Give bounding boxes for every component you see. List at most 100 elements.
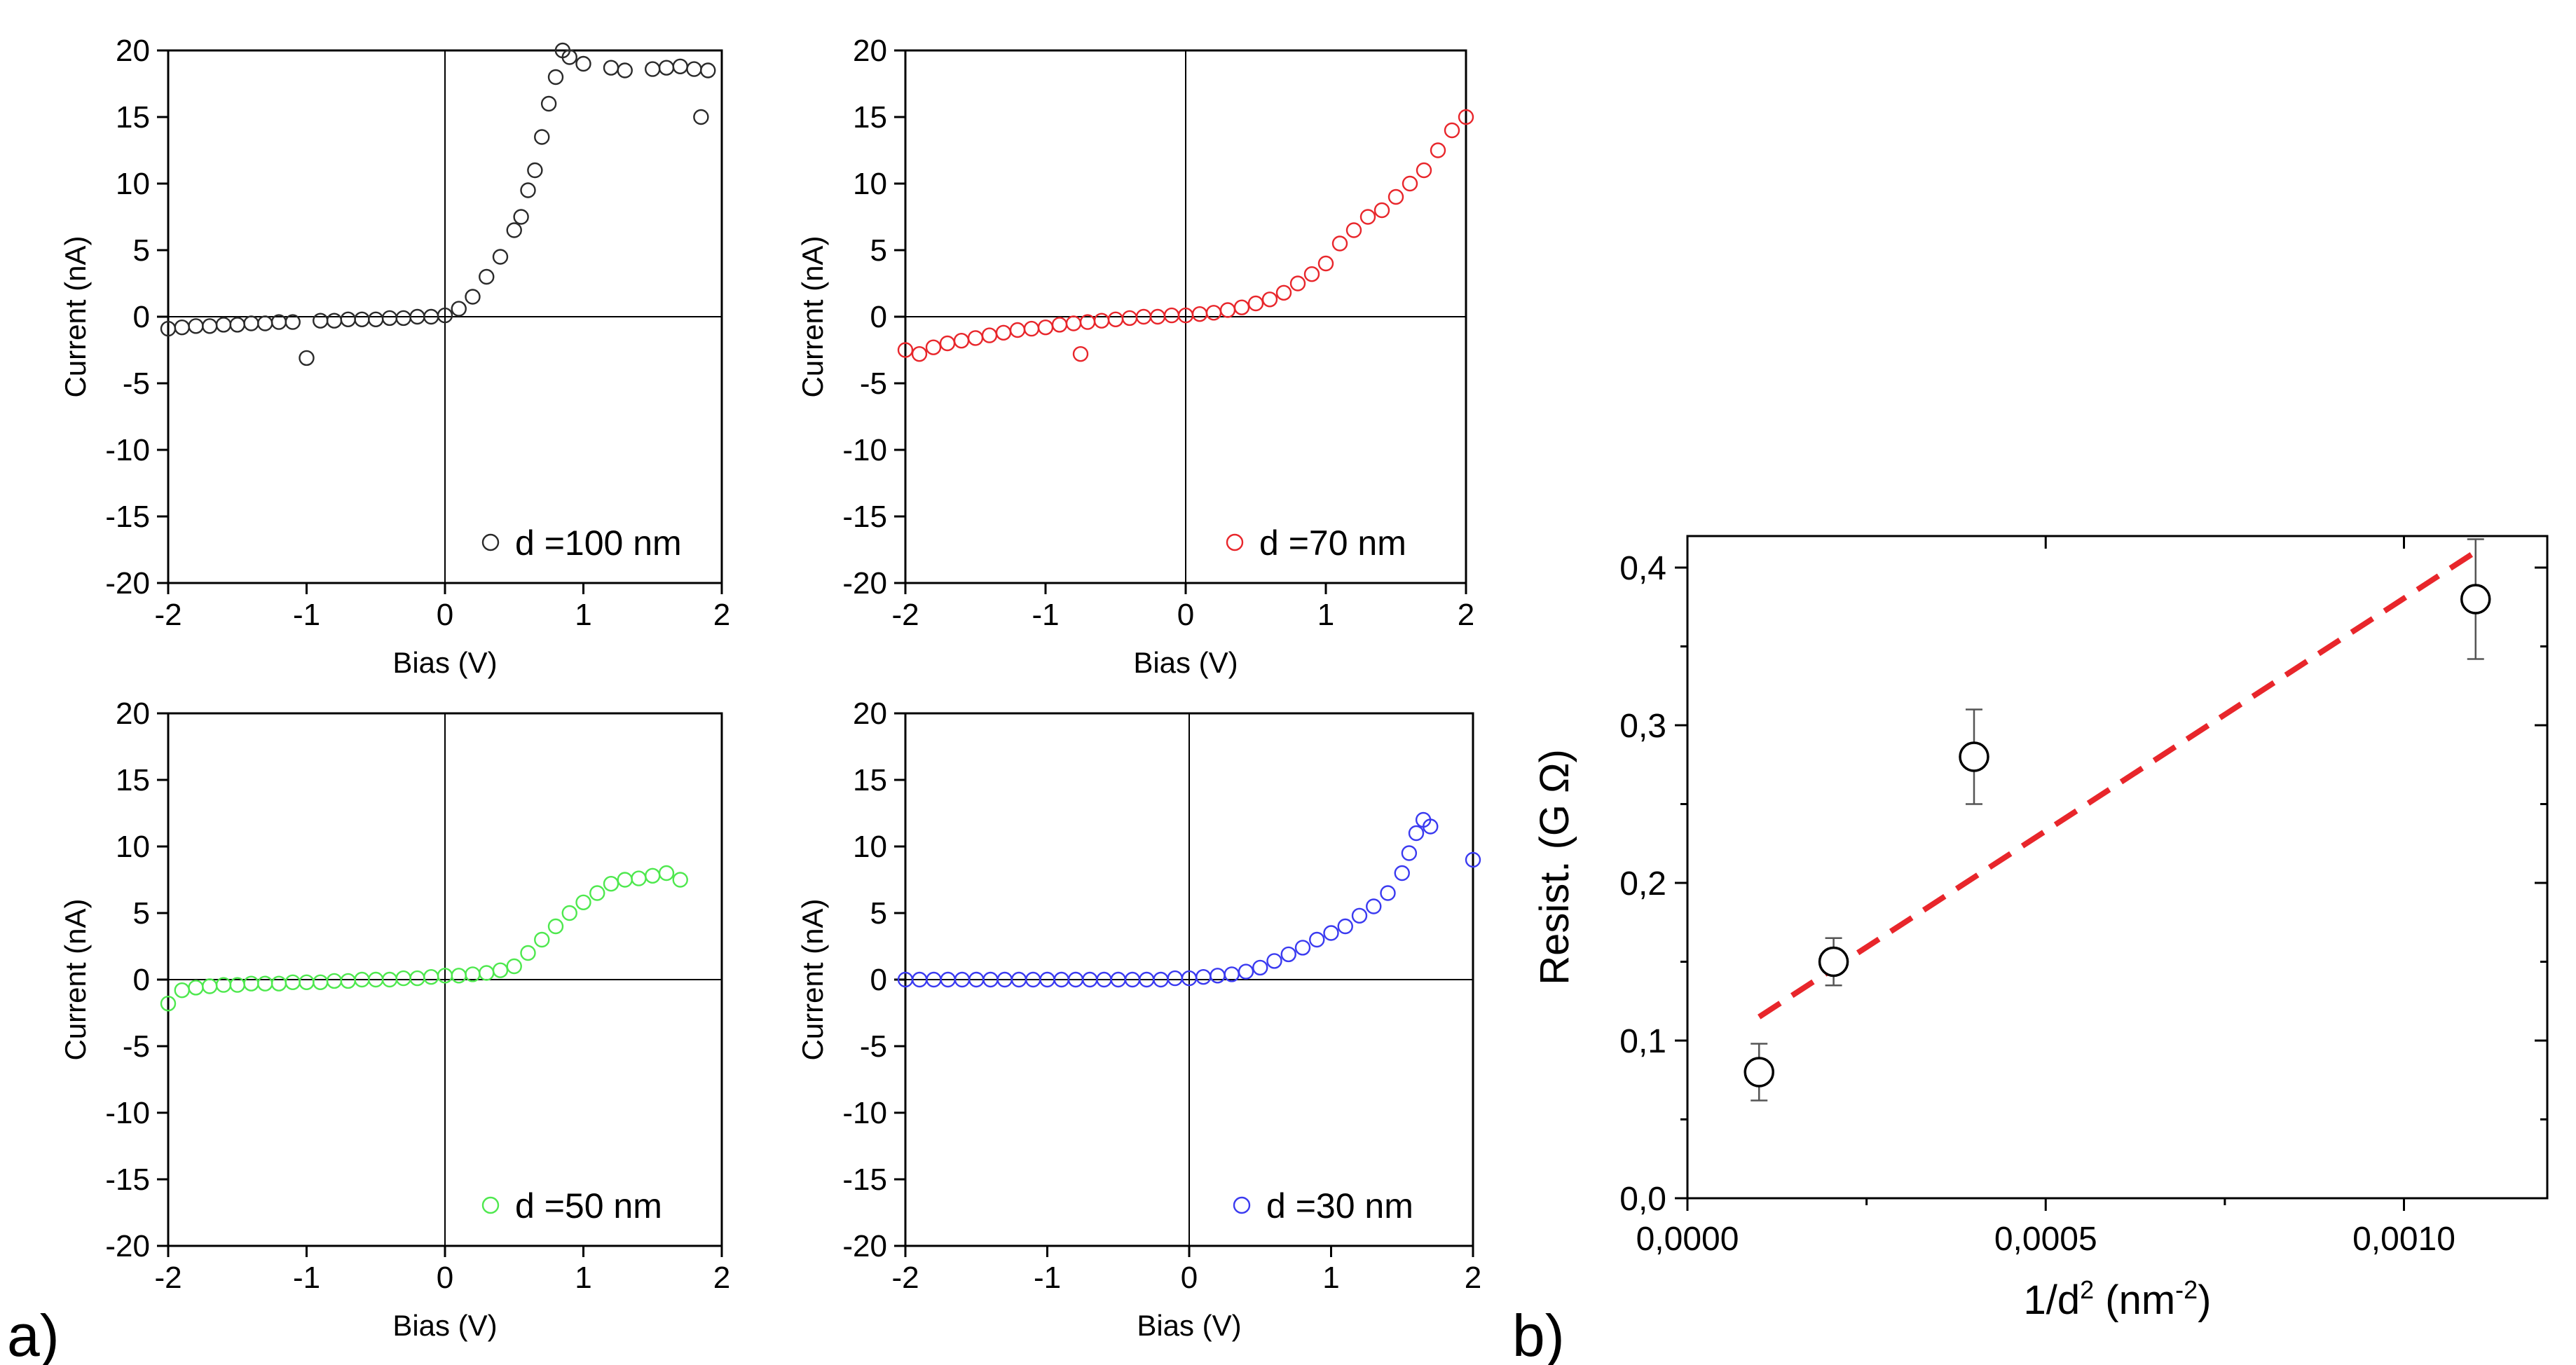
x-tick-label: -2	[891, 1261, 919, 1295]
x-axis-label: Bias (V)	[392, 646, 497, 679]
y-tick-label: 5	[133, 233, 150, 268]
data-point	[603, 875, 619, 892]
y-tick-label: 20	[116, 34, 150, 68]
x-tick-label: 1	[575, 598, 591, 632]
y-tick-label: -10	[105, 1096, 150, 1130]
data-point	[1205, 305, 1222, 321]
data-point	[1337, 918, 1353, 935]
x-tick-label: 0,0005	[1994, 1221, 2097, 1258]
data-point	[995, 324, 1012, 341]
data-point	[1317, 255, 1334, 272]
y-tick-label: -20	[842, 1229, 887, 1263]
y-tick-label: 15	[116, 763, 150, 797]
data-point	[1266, 953, 1282, 969]
legend-marker	[1226, 533, 1244, 551]
data-point	[270, 975, 287, 992]
x-tick-label: -2	[154, 598, 181, 632]
data-point	[1051, 317, 1068, 333]
data-point	[423, 968, 439, 985]
x-axis-label: 1/d2 (nm-2)	[2023, 1275, 2211, 1323]
data-point	[1303, 266, 1320, 282]
y-tick-label: -15	[105, 1162, 150, 1197]
data-point	[202, 978, 218, 994]
data-point	[658, 60, 675, 76]
y-tick-label: 0,0	[1619, 1181, 1666, 1218]
data-point	[1423, 818, 1439, 835]
data-point	[1023, 320, 1040, 337]
data-point	[547, 918, 564, 935]
y-tick-label: -5	[123, 1029, 150, 1064]
data-point	[257, 315, 273, 331]
data-point	[1238, 963, 1254, 980]
x-axis-label-part: )	[2198, 1277, 2211, 1323]
y-tick-label: -10	[105, 433, 150, 467]
data-point	[174, 320, 190, 336]
data-point	[313, 974, 329, 991]
data-point	[492, 249, 509, 265]
data-point	[672, 872, 688, 888]
x-tick-label: -1	[1034, 1261, 1061, 1295]
data-point	[686, 61, 702, 77]
x-axis-label: Bias (V)	[392, 1309, 497, 1342]
data-point	[1233, 299, 1250, 315]
data-point	[1345, 222, 1362, 238]
data-point	[395, 310, 411, 327]
y-tick-label: 20	[853, 697, 887, 731]
data-point	[479, 965, 495, 981]
data-point	[1280, 946, 1296, 963]
x-axis-label-superscript: 2	[2080, 1275, 2094, 1304]
x-tick-label: 2	[713, 598, 730, 632]
data-point	[1247, 295, 1264, 312]
data-point	[631, 870, 647, 886]
legend-marker	[481, 1196, 500, 1214]
data-point	[1380, 885, 1396, 901]
data-point	[1289, 275, 1306, 291]
data-point	[603, 60, 619, 76]
data-point	[1009, 322, 1026, 338]
data-point	[285, 314, 301, 330]
data-point	[160, 995, 177, 1012]
y-tick-label: 5	[870, 233, 887, 268]
legend-label: d =70 nm	[1259, 523, 1406, 563]
data-point	[693, 109, 709, 125]
y-tick-label: -5	[860, 1029, 887, 1064]
y-tick-label: -5	[860, 366, 887, 401]
data-point	[1065, 315, 1082, 331]
y-tick-label: -20	[105, 1229, 150, 1263]
data-point	[1072, 346, 1089, 362]
y-tick-label: 10	[116, 167, 150, 201]
data-point	[925, 339, 942, 355]
data-point	[1394, 865, 1410, 882]
y-tick-label: 0,4	[1619, 550, 1666, 587]
data-point	[451, 301, 467, 317]
legend-label: d =100 nm	[515, 523, 682, 563]
x-tick-label: 1	[575, 1261, 591, 1295]
data-point	[506, 222, 522, 238]
x-axis-label: Bias (V)	[1137, 1309, 1241, 1342]
data-point	[257, 975, 273, 992]
data-point	[617, 62, 633, 78]
data-point	[534, 931, 550, 948]
data-point	[561, 905, 577, 921]
data-point	[1373, 202, 1390, 219]
data-point	[381, 310, 398, 327]
y-tick-label: -15	[105, 500, 150, 534]
y-tick-label: 0,3	[1619, 708, 1666, 745]
y-tick-label: -15	[842, 1162, 887, 1197]
x-tick-label: 2	[713, 1261, 730, 1295]
data-point	[202, 318, 218, 334]
y-tick-label: 15	[853, 763, 887, 797]
data-point	[911, 346, 928, 362]
x-axis-label-part: (nm	[2094, 1277, 2175, 1323]
data-point	[299, 974, 315, 991]
y-axis-label: Current (nA)	[59, 235, 92, 397]
data-point	[520, 182, 536, 198]
data-point	[1959, 741, 1989, 772]
x-tick-label: 2	[1458, 598, 1474, 632]
legend-label: d =30 nm	[1266, 1186, 1413, 1226]
data-point	[313, 313, 329, 329]
